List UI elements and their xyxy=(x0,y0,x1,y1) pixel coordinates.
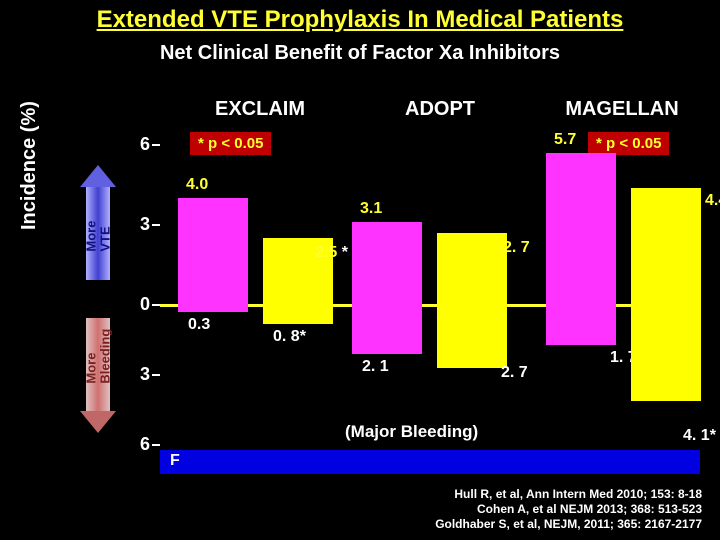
bar-down-label: 0. 8* xyxy=(273,328,306,346)
ref-line-1: Hull R, et al, Ann Intern Med 2010; 153:… xyxy=(435,487,702,502)
more-bleeding-arrow-head xyxy=(80,411,116,433)
bar-down xyxy=(631,305,701,401)
group-label-adopt: ADOPT xyxy=(360,98,520,121)
slide-subtitle: Net Clinical Benefit of Factor Xa Inhibi… xyxy=(0,42,720,65)
more-bleeding-arrow-label: More Bleeding xyxy=(84,360,111,384)
bar-down xyxy=(263,305,333,324)
bar-down xyxy=(178,305,248,312)
bar-down-label: 2. 1 xyxy=(362,358,389,376)
y-tick-label: 0 xyxy=(124,294,150,315)
bar-down-label: 2. 7 xyxy=(501,364,528,382)
bar-up-label: 3.1 xyxy=(360,200,382,218)
y-tick xyxy=(152,444,160,446)
more-vte-arrow-head xyxy=(80,165,116,187)
bar-down xyxy=(352,305,422,354)
x-axis-f: F xyxy=(170,452,180,470)
slide-title: Extended VTE Prophylaxis In Medical Pati… xyxy=(0,6,720,34)
bar-up xyxy=(352,222,422,305)
p-value-note-right: * p < 0.05 xyxy=(588,132,669,155)
more-vte-arrow-label: More VTE xyxy=(84,228,111,252)
y-tick-label: 3 xyxy=(124,214,150,235)
y-tick-label: 6 xyxy=(124,434,150,455)
bar-up-label: 4.4 xyxy=(705,192,720,210)
y-tick xyxy=(152,304,160,306)
references: Hull R, et al, Ann Intern Med 2010; 153:… xyxy=(435,487,702,532)
y-tick xyxy=(152,224,160,226)
slide-root: Extended VTE Prophylaxis In Medical Pati… xyxy=(0,0,720,540)
group-label-magellan: MAGELLAN xyxy=(532,98,712,121)
major-bleeding-label: (Major Bleeding) xyxy=(345,422,478,442)
p-value-note-left: * p < 0.05 xyxy=(190,132,271,155)
bar-up xyxy=(631,188,701,305)
y-tick-label: 6 xyxy=(124,134,150,155)
y-axis-label-wrap: Incidence (%) xyxy=(18,101,41,230)
ref-line-3: Goldhaber S, et al, NEJM, 2011; 365: 216… xyxy=(435,517,702,532)
bar-down-label: 4. 1* xyxy=(683,427,716,445)
bar-down xyxy=(437,305,507,368)
y-tick xyxy=(152,374,160,376)
y-tick xyxy=(152,144,160,146)
y-axis-label: Incidence (%) xyxy=(18,101,40,230)
bar-up xyxy=(178,198,248,305)
bar-up xyxy=(437,233,507,305)
bar-up-label: 4.0 xyxy=(186,176,208,194)
bar-down xyxy=(546,305,616,345)
bar-up xyxy=(546,153,616,305)
group-label-exclaim: EXCLAIM xyxy=(180,98,340,121)
bar-up-label: 2. 7 xyxy=(503,239,530,257)
y-tick-label: 3 xyxy=(124,364,150,385)
bar-down-label: 0.3 xyxy=(188,316,210,334)
ref-line-2: Cohen A, et al NEJM 2013; 368: 513-523 xyxy=(435,502,702,517)
bar-up-label: 5.7 xyxy=(554,131,576,149)
bar-up-label: 2.5 * xyxy=(315,244,348,262)
x-axis-cover xyxy=(160,450,700,474)
